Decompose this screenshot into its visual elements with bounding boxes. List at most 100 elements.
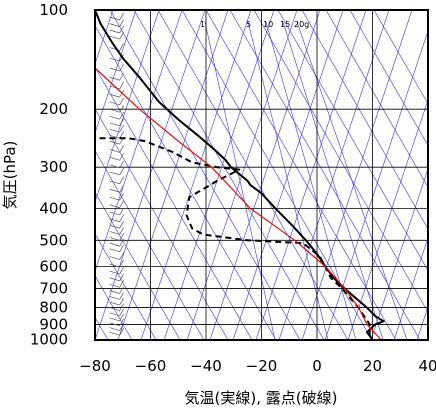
y-tick-label: 100 — [39, 1, 68, 19]
wind-barb — [109, 259, 124, 268]
isotherm-line — [393, 237, 428, 340]
y-tick-label: 300 — [39, 158, 68, 176]
adiabat-line — [95, 108, 229, 340]
y-tick-label: 800 — [39, 299, 68, 317]
wind-barb — [109, 273, 124, 282]
wind-barb — [109, 111, 124, 120]
y-tick-label: 900 — [39, 315, 68, 333]
wind-barb — [109, 292, 124, 300]
isotherm-line — [95, 10, 160, 203]
wind-barb — [109, 244, 124, 252]
wind-barb — [109, 297, 124, 306]
mixing-ratio-label: 20g — [294, 20, 309, 29]
wind-barb — [109, 318, 124, 327]
adiabat-line — [95, 191, 181, 340]
wind-barb — [109, 63, 124, 72]
wind-barb — [109, 227, 124, 235]
wind-barb — [109, 200, 124, 209]
wind-barb — [109, 145, 124, 153]
x-axis: −80 −60 −40 −20 0 20 40 — [79, 357, 436, 375]
adiabat-line — [253, 10, 428, 313]
wind-barb — [109, 176, 124, 185]
x-tick-label: −40 — [190, 357, 222, 375]
mixing-ratio-label: 15 — [280, 20, 290, 29]
wind-barb — [109, 160, 124, 169]
mixing-ratio-labels: 1 5 10 15 20g — [200, 20, 309, 29]
wind-barb — [109, 252, 124, 260]
wind-barb — [109, 118, 124, 127]
adiabat-line — [109, 10, 301, 340]
isotherm-line — [95, 10, 183, 272]
profile-series — [95, 10, 385, 340]
wind-barb — [109, 25, 124, 34]
adiabat-line — [95, 150, 205, 340]
adiabat-line — [205, 10, 397, 340]
adiabat-line — [349, 10, 428, 147]
mixing-ratio-line — [296, 21, 408, 340]
wind-barb — [109, 207, 124, 216]
x-axis-title: 気温(実線), 露点(破線) — [185, 389, 338, 407]
isotherm-line — [95, 10, 206, 340]
wind-barb — [109, 214, 124, 223]
adiabat-line — [229, 10, 421, 340]
x-tick-label: −20 — [246, 357, 278, 375]
y-tick-label: 400 — [39, 199, 68, 217]
adiabat-line — [95, 66, 253, 340]
mixing-ratio-line — [265, 21, 357, 340]
wind-barb — [109, 81, 124, 90]
adiabat-line — [95, 233, 157, 340]
wind-barb — [109, 167, 124, 176]
isotherm-line — [347, 99, 428, 340]
mixing-ratio-label: 5 — [246, 20, 251, 29]
y-tick-label: 200 — [39, 100, 68, 118]
isotherm-line — [301, 10, 413, 340]
y-axis-title: 気圧(hPa) — [1, 141, 19, 210]
x-tick-label: 20 — [363, 357, 382, 375]
isotherm-line — [255, 10, 367, 340]
wind-barb — [109, 233, 124, 241]
wind-barb — [109, 131, 124, 139]
isotherm-line — [209, 10, 321, 340]
wind-barb — [109, 185, 124, 193]
mixing-ratio-line — [282, 21, 384, 340]
isotherm-line — [117, 10, 229, 340]
wind-barb — [109, 31, 124, 40]
mixing-ratio-line — [204, 21, 276, 340]
plot-frame — [94, 9, 429, 341]
mixing-ratio-label: 10 — [263, 20, 273, 29]
y-tick-label: 1000 — [30, 331, 68, 349]
wind-barb — [109, 193, 124, 201]
y-tick-label: 600 — [39, 257, 68, 275]
adiabat-line — [373, 10, 428, 105]
mixing-ratio-line — [247, 21, 329, 340]
wind-barb — [109, 308, 124, 317]
adiabat-line — [277, 10, 428, 272]
wind-barb — [109, 266, 124, 275]
mixing-ratio-label: 1 — [200, 20, 205, 29]
wind-barbs — [109, 12, 124, 336]
wind-barb — [109, 89, 124, 98]
isotherm-line — [370, 168, 428, 340]
y-tick-label: 500 — [39, 231, 68, 249]
wind-barb — [109, 280, 124, 288]
x-tick-label: 0 — [312, 357, 322, 375]
wind-barb — [109, 73, 124, 81]
wind-barb — [109, 327, 124, 336]
x-tick-label: −80 — [79, 357, 111, 375]
wind-barb — [109, 323, 124, 331]
wind-barb — [109, 125, 124, 133]
adiabat-line — [95, 275, 133, 340]
y-tick-label: 700 — [39, 279, 68, 297]
isotherm-line — [140, 10, 252, 340]
adiabat-line — [95, 25, 277, 340]
x-tick-label: 40 — [418, 357, 436, 375]
temperature-line — [95, 10, 385, 340]
isotherm-line — [416, 306, 428, 340]
wind-barb — [109, 313, 124, 322]
x-tick-label: −60 — [135, 357, 167, 375]
adiabat-line — [157, 10, 349, 340]
grid — [95, 10, 428, 340]
wind-barb — [109, 105, 124, 113]
